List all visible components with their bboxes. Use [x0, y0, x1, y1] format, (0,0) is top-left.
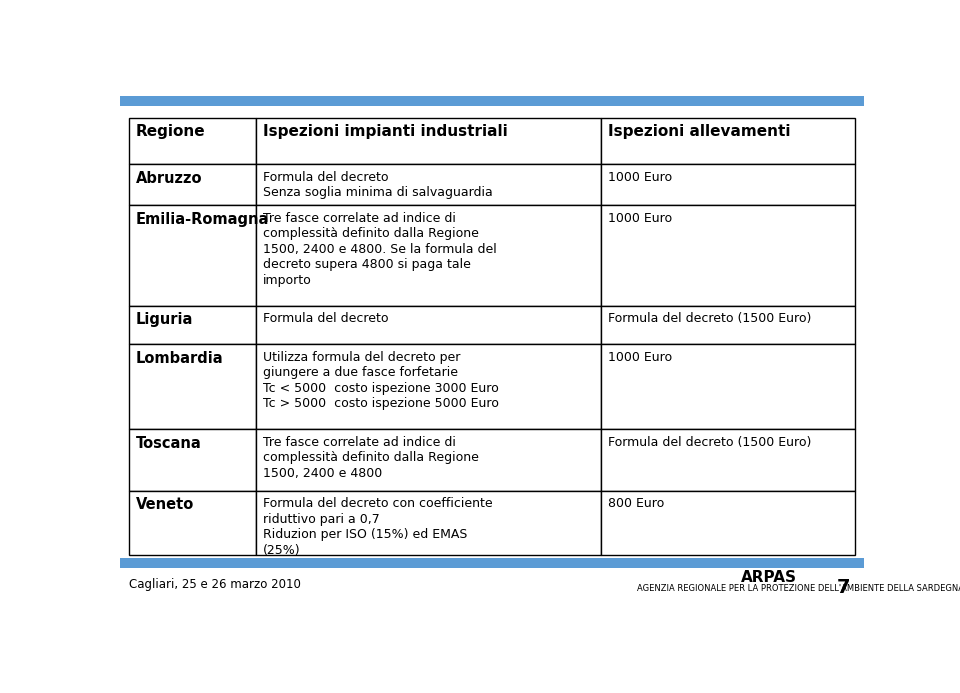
- Text: Formula del decreto (1500 Euro): Formula del decreto (1500 Euro): [608, 312, 811, 325]
- Text: Ispezioni impianti industriali: Ispezioni impianti industriali: [263, 124, 508, 139]
- Text: Formula del decreto (1500 Euro): Formula del decreto (1500 Euro): [608, 436, 811, 448]
- Text: Lombardia: Lombardia: [135, 351, 224, 366]
- Text: 7: 7: [837, 579, 851, 597]
- Text: Veneto: Veneto: [135, 498, 194, 512]
- Text: 1000 Euro: 1000 Euro: [608, 170, 672, 184]
- Bar: [601, 164, 855, 205]
- Bar: [601, 118, 855, 164]
- Text: AGENZIA REGIONALE PER LA PROTEZIONE DELL'AMBIENTE DELLA SARDEGNA: AGENZIA REGIONALE PER LA PROTEZIONE DELL…: [637, 584, 960, 593]
- Bar: [256, 164, 601, 205]
- Text: Regione: Regione: [135, 124, 205, 139]
- Text: Liguria: Liguria: [135, 312, 193, 327]
- Bar: [256, 491, 601, 555]
- Bar: [601, 429, 855, 491]
- Bar: [129, 429, 256, 491]
- Bar: [601, 491, 855, 555]
- Bar: [256, 344, 601, 429]
- Text: 1000 Euro: 1000 Euro: [608, 212, 672, 225]
- Text: Tre fasce correlate ad indice di
complessità definito dalla Regione
1500, 2400 e: Tre fasce correlate ad indice di comples…: [263, 212, 496, 287]
- Bar: [129, 118, 256, 164]
- Text: Abruzzo: Abruzzo: [135, 170, 203, 186]
- Text: Formula del decreto
Senza soglia minima di salvaguardia: Formula del decreto Senza soglia minima …: [263, 170, 492, 199]
- Bar: [256, 306, 601, 344]
- Bar: [120, 558, 864, 568]
- Text: 1000 Euro: 1000 Euro: [608, 351, 672, 364]
- Bar: [129, 306, 256, 344]
- Text: Formula del decreto: Formula del decreto: [263, 312, 388, 325]
- Text: ARPAS: ARPAS: [741, 570, 797, 585]
- Bar: [256, 429, 601, 491]
- Bar: [120, 96, 864, 105]
- Bar: [129, 344, 256, 429]
- Bar: [256, 205, 601, 306]
- Text: Tre fasce correlate ad indice di
complessità definito dalla Regione
1500, 2400 e: Tre fasce correlate ad indice di comples…: [263, 436, 479, 480]
- Bar: [129, 205, 256, 306]
- Text: 800 Euro: 800 Euro: [608, 498, 664, 511]
- Bar: [129, 491, 256, 555]
- Bar: [601, 344, 855, 429]
- Bar: [601, 306, 855, 344]
- Text: Emilia-Romagna: Emilia-Romagna: [135, 212, 269, 227]
- Text: Cagliari, 25 e 26 marzo 2010: Cagliari, 25 e 26 marzo 2010: [129, 579, 300, 591]
- Bar: [256, 118, 601, 164]
- Text: Utilizza formula del decreto per
giungere a due fasce forfetarie
Tc < 5000  cost: Utilizza formula del decreto per giunger…: [263, 351, 498, 410]
- Text: Ispezioni allevamenti: Ispezioni allevamenti: [608, 124, 790, 139]
- Bar: [129, 164, 256, 205]
- Bar: [601, 205, 855, 306]
- Text: Formula del decreto con coefficiente
riduttivo pari a 0,7
Riduzion per ISO (15%): Formula del decreto con coefficiente rid…: [263, 498, 492, 557]
- Text: Toscana: Toscana: [135, 436, 202, 450]
